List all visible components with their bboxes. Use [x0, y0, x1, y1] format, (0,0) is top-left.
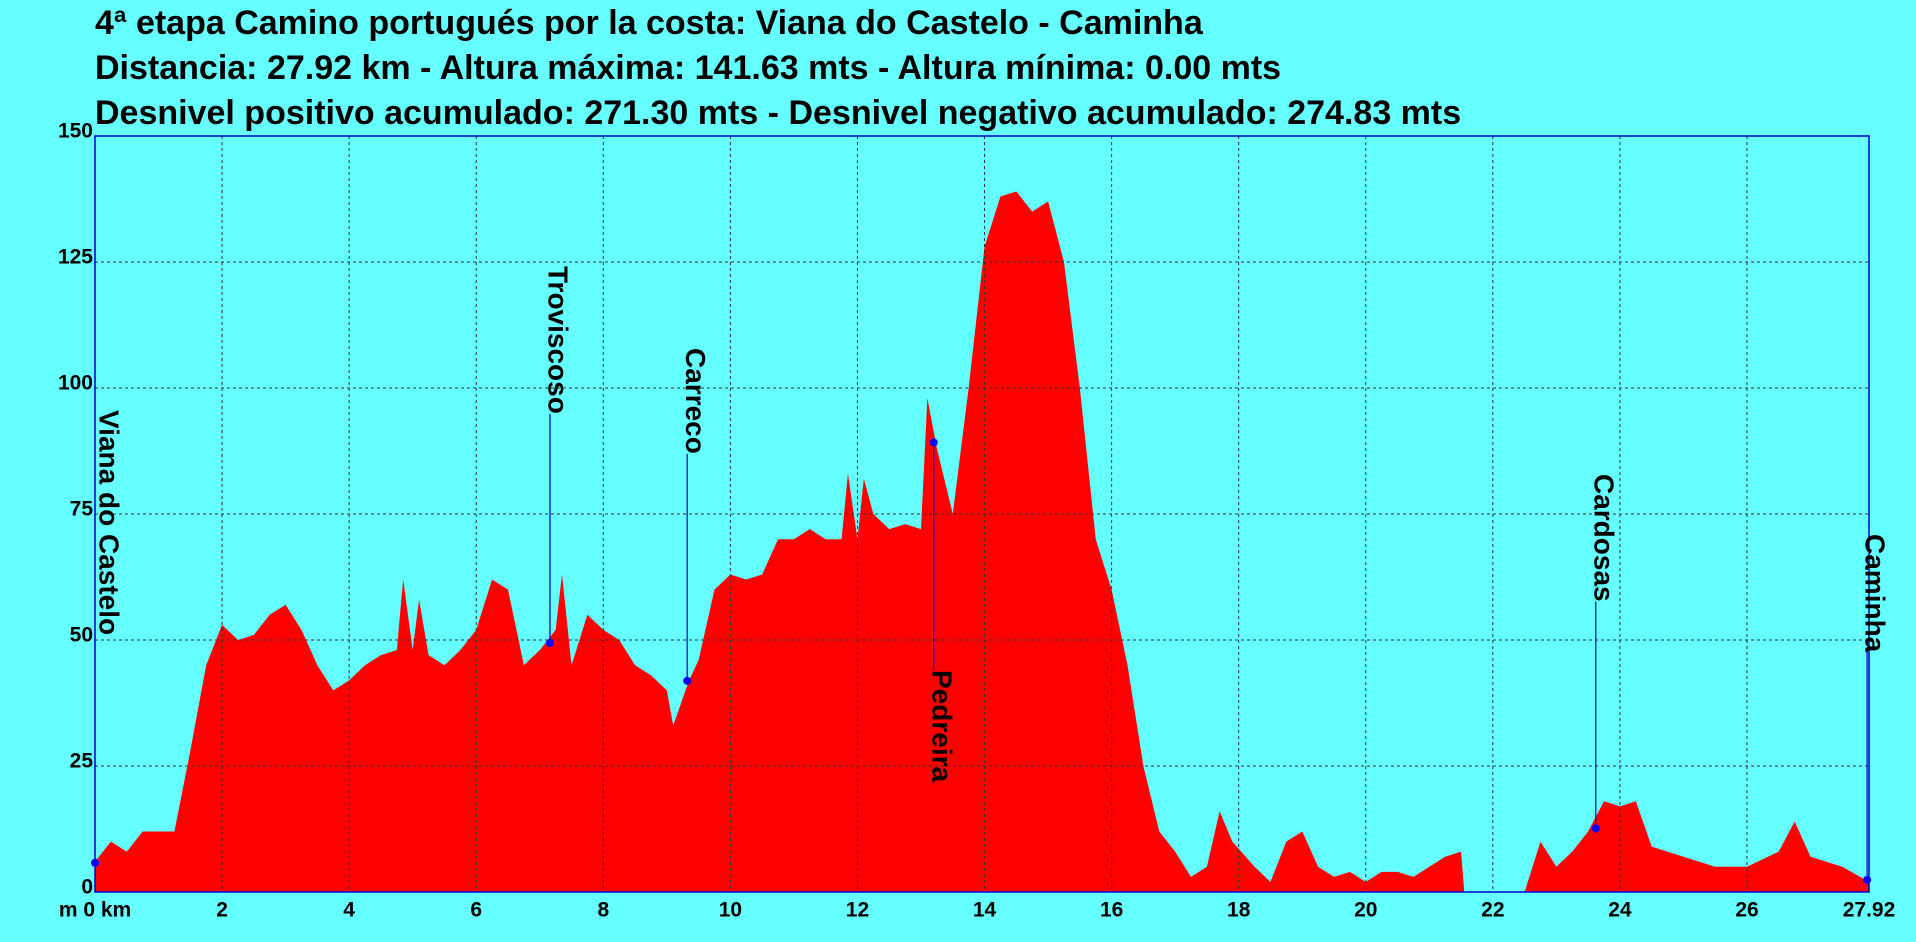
y-tick-label: 75 [70, 498, 94, 521]
x-tick-label: 16 [1100, 899, 1123, 922]
waypoint-dot [91, 858, 99, 867]
waypoint-label: Pedreira [926, 670, 957, 782]
x-tick-label: 2 [216, 899, 228, 922]
x-tick-label: 27.92 [1843, 899, 1896, 922]
waypoint-label: Troviscoso [543, 266, 574, 414]
y-tick-label: 0 [81, 876, 93, 899]
x-tick-label: 26 [1735, 899, 1758, 922]
x-tick-label: 18 [1227, 899, 1251, 922]
waypoint-dot [929, 438, 938, 447]
x-tick-label: 12 [846, 899, 869, 922]
x-tick-label: m 0 km [59, 899, 131, 922]
y-tick-label: 125 [58, 246, 93, 269]
waypoint-label: Viana do Castelo [94, 410, 125, 635]
x-tick-label: 24 [1608, 899, 1632, 922]
x-tick-label: 10 [719, 899, 742, 922]
waypoint-label: Carreco [680, 348, 711, 454]
chart-subtitle: Desnivel positivo acumulado: 271.30 mts … [95, 94, 1461, 132]
waypoint-dot [683, 676, 692, 685]
waypoint-label: Cardosas [1588, 474, 1619, 602]
x-tick-label: 20 [1354, 899, 1377, 922]
y-tick-label: 100 [58, 372, 93, 395]
x-tick-label: 4 [343, 899, 355, 922]
y-tick-label: 150 [58, 120, 93, 143]
y-tick-label: 50 [70, 624, 93, 647]
x-tick-label: 6 [470, 899, 482, 922]
y-tick-label: 25 [70, 750, 94, 773]
elevation-area [95, 191, 1869, 892]
plot-frame [94, 135, 1870, 893]
chart-subtitle: Distancia: 27.92 km - Altura máxima: 141… [95, 49, 1281, 87]
x-tick-label: 8 [597, 899, 609, 922]
waypoint-dot [1863, 875, 1872, 884]
chart-title: 4ª etapa Camino portugués por la costa: … [95, 4, 1204, 42]
waypoint-label: Caminha [1860, 534, 1891, 653]
waypoint-dot [545, 639, 554, 648]
x-tick-label: 14 [973, 899, 997, 922]
x-tick-label: 22 [1481, 899, 1504, 922]
waypoint-dot [1591, 824, 1600, 833]
